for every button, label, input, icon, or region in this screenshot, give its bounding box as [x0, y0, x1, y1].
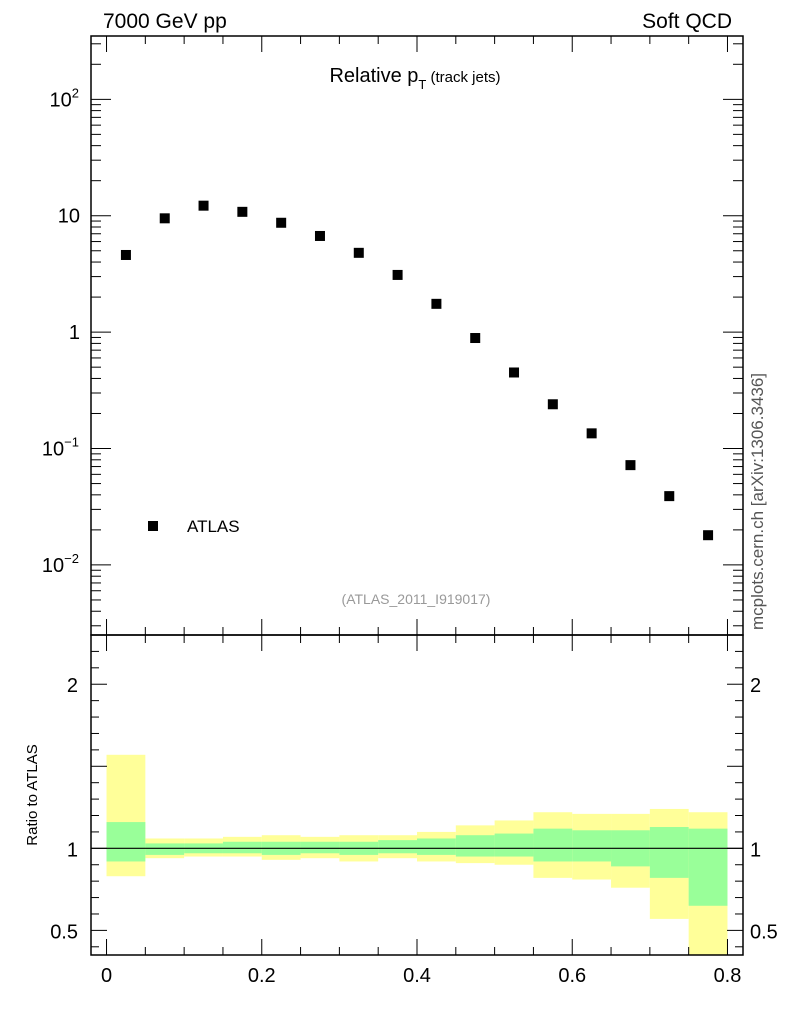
data-point — [509, 367, 520, 378]
main-ytick-label-base: 10 — [50, 89, 72, 111]
uncertainty-band-bin — [222, 841, 262, 854]
data-point — [237, 206, 248, 217]
analysis-label: (ATLAS_2011_I919017) — [342, 591, 491, 607]
data-point — [586, 428, 597, 439]
energy-label: 7000 GeV pp — [103, 10, 227, 33]
xtick-label: 0 — [101, 965, 112, 987]
main-ytick-label-base: 10 — [58, 206, 80, 228]
ratio-panel: 0.5 0.5 1 1 2 2 0 0.2 0.4 0.6 0.8 Ratio to ATLAS — [24, 634, 778, 987]
uncertainty-band-bin — [378, 840, 417, 854]
ratio-marks-group — [91, 754, 743, 955]
main-ytick-label-exp: −2 — [64, 551, 79, 566]
xtick-label: 0.4 — [403, 965, 431, 987]
legend-marker — [148, 521, 158, 531]
main-ytick-label: 10−2 — [42, 551, 79, 577]
ratio-ticks-group: 0.5 0.5 1 1 2 2 0 0.2 0.4 0.6 0.8 — [50, 635, 778, 987]
ratio-frame — [90, 634, 744, 956]
uncertainty-band-bin — [455, 835, 495, 857]
ratio-ytick-label-left: 1 — [67, 839, 78, 861]
uncertainty-band-bin — [649, 827, 689, 878]
data-point — [470, 333, 481, 344]
data-point — [703, 530, 714, 541]
data-point — [314, 230, 325, 241]
data-point — [276, 217, 287, 228]
main-ytick-label: 102 — [50, 85, 79, 111]
uncertainty-band-bin — [572, 830, 612, 862]
main-ytick-label: 10 — [58, 206, 80, 228]
data-point — [625, 460, 636, 471]
legend-label: ATLAS — [187, 517, 240, 536]
main-ytick-label: 1 — [69, 322, 80, 344]
main-ytick-label-base: 1 — [69, 322, 80, 344]
data-point — [159, 213, 170, 224]
ratio-ytick-label-right: 1 — [750, 839, 761, 861]
ratio-ytick-label-left: 0.5 — [50, 921, 78, 943]
chart-title-suffix: (track jets) — [426, 69, 500, 86]
main-ytick-label-exp: −1 — [64, 435, 79, 450]
chart-title-subscript: T — [418, 77, 426, 92]
uncertainty-band-bin — [688, 828, 728, 906]
main-ytick-label-base: 10 — [42, 439, 64, 461]
main-ytick-label-base: 10 — [42, 555, 64, 577]
data-point — [353, 247, 364, 258]
ratio-ytick-label-right: 2 — [750, 675, 761, 697]
main-frame — [90, 35, 744, 636]
data-point — [547, 399, 558, 410]
ratio-ylabel: Ratio to ATLAS — [24, 744, 41, 845]
xtick-label: 0.2 — [248, 965, 276, 987]
uncertainty-band-bin — [145, 843, 185, 855]
xtick-label: 0.6 — [558, 965, 586, 987]
main-marks-group — [120, 200, 714, 541]
side-label: mcplots.cern.ch [arXiv:1306.3436] — [748, 373, 767, 630]
uncertainty-band-bin — [417, 838, 456, 855]
main-ytick-label: 10−1 — [42, 435, 79, 461]
uncertainty-band-bin — [533, 828, 573, 862]
data-point — [120, 249, 131, 260]
category-label: Soft QCD — [642, 10, 732, 33]
ratio-ytick-label-left: 2 — [67, 675, 78, 697]
ratio-ytick-label-right: 0.5 — [750, 921, 778, 943]
uncertainty-band-bin — [106, 822, 146, 862]
data-point — [431, 298, 442, 309]
data-point — [392, 269, 403, 280]
data-point — [664, 491, 675, 502]
xtick-label: 0.8 — [714, 965, 742, 987]
uncertainty-band-bin — [494, 833, 534, 857]
chart-title: Relative pT (track jets) — [329, 65, 500, 92]
main-ytick-label-exp: 2 — [72, 85, 79, 100]
uncertainty-band-bin — [300, 841, 340, 854]
data-point — [198, 200, 209, 211]
